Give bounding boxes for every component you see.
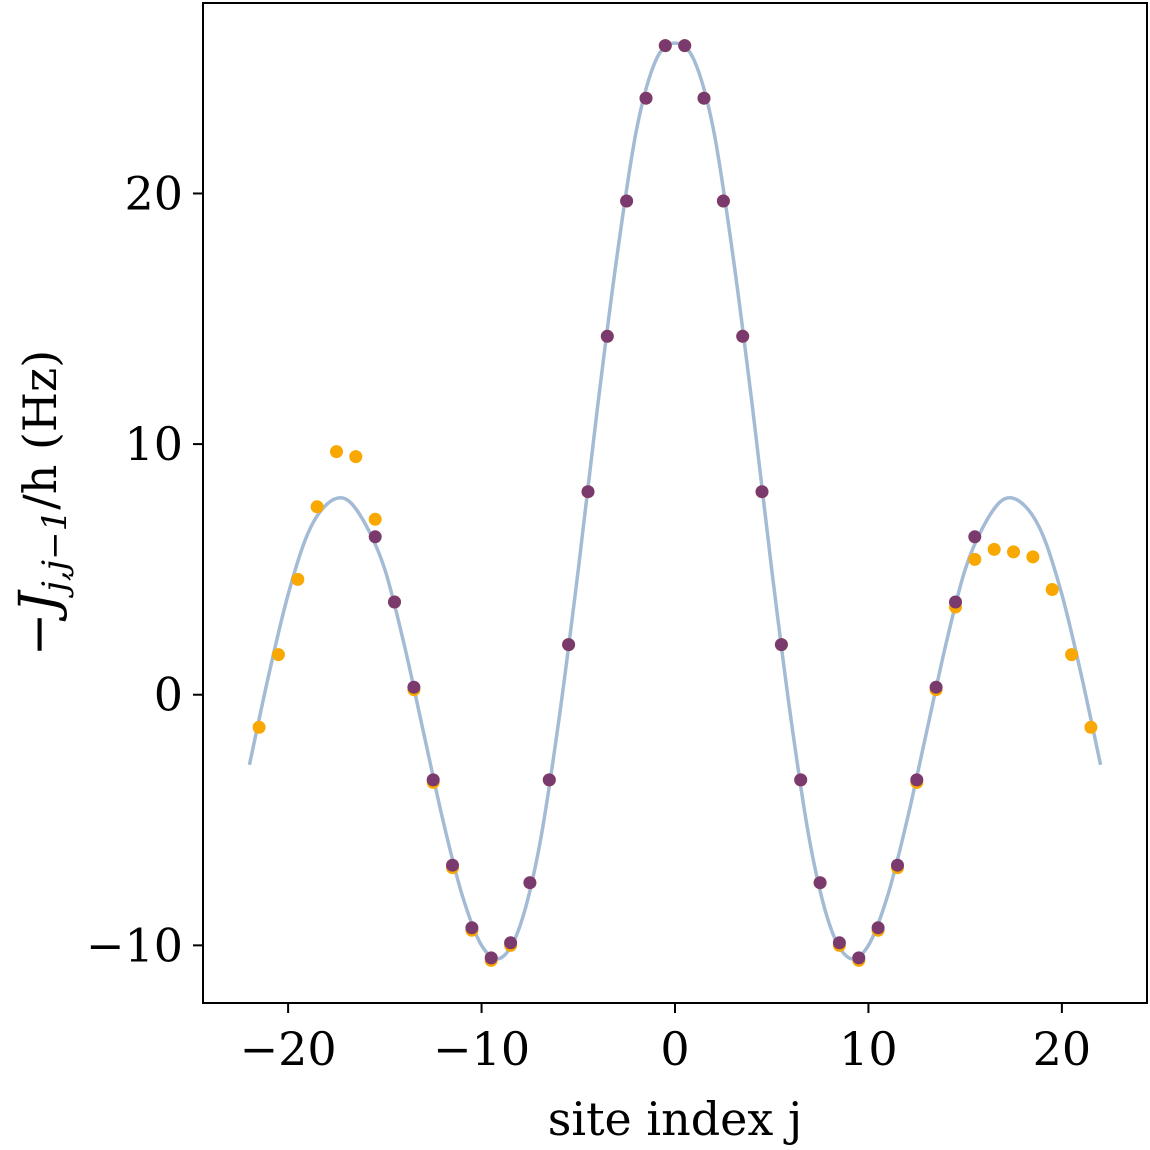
ticks-layer: −20 −10 0 10 20 −10 0 10 20 (86, 166, 1091, 1076)
purple-data-point (658, 39, 672, 53)
purple-data-point (446, 858, 459, 872)
purple-data-point (697, 91, 711, 105)
orange-data-point (1065, 648, 1079, 662)
purple-data-point (504, 936, 518, 950)
orange-data-point (310, 500, 324, 514)
fit-curve-layer (247, 41, 1103, 961)
purple-data-point (929, 680, 943, 694)
y-tick-label: −10 (86, 918, 183, 972)
purple-data-point (794, 773, 808, 787)
purple-data-point (678, 39, 692, 53)
orange-data-point (252, 720, 266, 734)
y-tick-label: 10 (124, 417, 183, 471)
purple-data-point (968, 530, 982, 544)
plot-frame (202, 2, 1148, 1004)
purple-data-point (465, 921, 479, 935)
x-tick-label: −10 (433, 1022, 530, 1076)
orange-data-point (1045, 583, 1059, 596)
x-tick-label: 10 (839, 1022, 898, 1076)
purple-data-point (426, 773, 440, 787)
y-axis-label: −Jj,j−1/h (Hz) (9, 350, 75, 656)
purple-data-point (407, 680, 421, 694)
purple-data-point (620, 194, 634, 208)
purple-data-point (755, 485, 769, 499)
purple-data-point (871, 921, 885, 935)
x-axis-label-text: site index j (548, 1092, 802, 1146)
y-axis-label-rest: /h (Hz) (13, 350, 67, 510)
x-axis-label: site index j (548, 1092, 802, 1146)
y-tick-label: 0 (154, 668, 183, 722)
purple-data-point (484, 951, 498, 965)
y-axis-label-subscript: j,j−1 (35, 510, 75, 599)
purple-data-point (736, 329, 750, 343)
fit-curve-line (247, 41, 1103, 961)
orange-data-point (330, 445, 343, 459)
orange-data-point (1007, 545, 1020, 559)
purple-data-point (542, 773, 556, 787)
purple-data-point (949, 595, 962, 609)
purple-data-point (523, 876, 537, 890)
purple-data-point (388, 595, 401, 609)
purple-data-point (832, 936, 846, 950)
y-tick-label: 20 (124, 166, 183, 220)
purple-data-point (562, 638, 576, 652)
purple-data-point (600, 329, 614, 343)
purple-data-point (891, 858, 904, 872)
purple-data-point (639, 91, 653, 105)
purple-data-point (910, 773, 924, 787)
orange-data-point (1026, 550, 1040, 564)
orange-data-point (349, 450, 363, 464)
purple-data-point (852, 951, 866, 965)
orange-data-point (968, 552, 982, 566)
x-tick-label: −20 (240, 1022, 337, 1076)
purple-data-point (813, 876, 827, 890)
orange-data-point (271, 648, 285, 662)
x-tick-label: 0 (660, 1022, 689, 1076)
y-axis-label-main: −J (9, 589, 69, 657)
orange-data-point (1084, 720, 1098, 734)
orange-data-point (987, 542, 1001, 556)
orange-data-point (291, 572, 305, 586)
purple-data-point (581, 485, 595, 499)
data-points-layer (252, 39, 1098, 967)
x-tick-label: 20 (1033, 1022, 1092, 1076)
orange-data-point (368, 512, 382, 526)
purple-data-point (368, 530, 382, 544)
purple-data-point (774, 638, 788, 652)
purple-data-point (716, 194, 730, 208)
